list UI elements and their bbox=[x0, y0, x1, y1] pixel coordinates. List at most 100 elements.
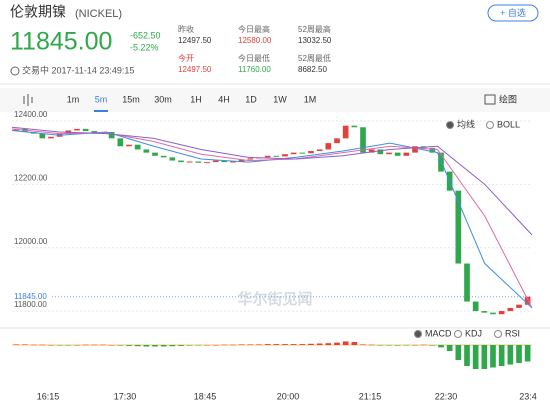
candle bbox=[516, 304, 522, 308]
candle bbox=[429, 147, 436, 153]
macd-bar bbox=[412, 345, 418, 346]
y-tick-label: 12400.00 bbox=[14, 110, 48, 119]
candle bbox=[247, 158, 254, 160]
sub-indicator-label[interactable]: RSI bbox=[505, 328, 520, 338]
macd-bar bbox=[117, 345, 124, 346]
indicator-label[interactable]: BOLL bbox=[497, 119, 520, 129]
x-tick-label: 18:45 bbox=[194, 391, 217, 401]
period-tab[interactable]: 15m bbox=[122, 94, 140, 104]
candle bbox=[455, 190, 462, 264]
add-button[interactable] bbox=[487, 4, 539, 22]
macd-bar bbox=[438, 345, 444, 348]
ma-line bbox=[11, 126, 533, 236]
radio[interactable] bbox=[494, 330, 502, 338]
macd-bar bbox=[273, 344, 280, 345]
period-tab[interactable]: 4H bbox=[218, 94, 230, 104]
candle bbox=[524, 296, 531, 305]
indicator-label[interactable]: 均线 bbox=[457, 118, 475, 129]
candle bbox=[230, 161, 236, 163]
sub-indicator-label[interactable]: KDJ bbox=[465, 328, 482, 338]
candle bbox=[143, 149, 150, 153]
macd-bar bbox=[325, 343, 332, 345]
candle bbox=[342, 125, 349, 139]
x-tick-label: 23:4 bbox=[519, 391, 537, 401]
stat-value: 12580.00 bbox=[238, 36, 272, 45]
title: 伦敦期镍 bbox=[10, 4, 66, 20]
x-tick-label: 16:15 bbox=[37, 391, 60, 401]
candle bbox=[108, 132, 115, 139]
macd-bar bbox=[342, 341, 349, 345]
candle bbox=[472, 301, 479, 312]
macd-bar bbox=[360, 344, 366, 345]
period-tab[interactable]: 1M bbox=[304, 94, 317, 104]
sub-indicator-label[interactable]: MACD bbox=[425, 328, 452, 338]
candle bbox=[178, 160, 184, 163]
candle bbox=[325, 143, 332, 150]
y-tick-label: 12200.00 bbox=[14, 173, 48, 182]
candle bbox=[264, 155, 271, 158]
macd-bar bbox=[30, 344, 37, 346]
candle bbox=[290, 152, 297, 155]
candle bbox=[412, 146, 418, 153]
candle bbox=[377, 149, 384, 155]
change-pct: -5.22% bbox=[130, 42, 159, 52]
macd-bar bbox=[108, 345, 115, 346]
price: 11845.00 bbox=[10, 28, 112, 56]
radio[interactable] bbox=[454, 330, 462, 338]
bar-icon bbox=[23, 94, 33, 106]
macd-bar bbox=[256, 344, 262, 345]
stat-label: 昨收 bbox=[178, 24, 194, 34]
candle bbox=[74, 128, 80, 131]
candle bbox=[169, 157, 176, 161]
macd-bar bbox=[464, 345, 470, 366]
macd-bar bbox=[351, 342, 358, 345]
candle bbox=[507, 307, 514, 312]
macd-bar bbox=[368, 344, 375, 346]
period-tab[interactable]: 5m bbox=[95, 94, 108, 104]
y-tick-label: 12000.00 bbox=[14, 237, 48, 246]
stat-label: 今日最低 bbox=[238, 53, 270, 63]
candle bbox=[238, 159, 245, 162]
status: 交易中 2017-11-14 23:49:15 bbox=[22, 64, 134, 75]
toolbar bbox=[0, 88, 550, 112]
macd-bar bbox=[13, 344, 20, 345]
radio[interactable] bbox=[414, 330, 422, 338]
draw-label[interactable]: 绘图 bbox=[499, 93, 517, 104]
radio[interactable] bbox=[486, 121, 494, 129]
candle bbox=[212, 160, 219, 163]
radio[interactable] bbox=[446, 121, 454, 129]
candle bbox=[316, 149, 323, 152]
draw-icon[interactable] bbox=[484, 94, 496, 105]
period-tab[interactable]: 1D bbox=[245, 94, 257, 104]
candle bbox=[126, 144, 132, 147]
stat-value: 12497.50 bbox=[178, 36, 212, 45]
macd-bar bbox=[100, 344, 106, 346]
candle bbox=[386, 152, 392, 155]
period-tab[interactable]: 30m bbox=[154, 94, 172, 104]
macd-bar bbox=[48, 345, 54, 346]
candle bbox=[39, 133, 46, 139]
stat-value: 8682.50 bbox=[298, 65, 327, 74]
period-tab[interactable]: 1H bbox=[190, 94, 202, 104]
candle bbox=[195, 161, 202, 163]
candle bbox=[152, 152, 158, 156]
x-tick-label: 21:15 bbox=[359, 391, 382, 401]
clock-icon bbox=[10, 66, 20, 76]
code: (NICKEL) bbox=[75, 8, 122, 20]
macd-bar bbox=[152, 345, 158, 347]
macd-bar bbox=[91, 344, 98, 346]
period-tab[interactable]: 1m bbox=[67, 94, 80, 104]
stat-value: 13032.50 bbox=[298, 36, 332, 45]
macd-bar bbox=[403, 345, 410, 346]
macd-bar bbox=[507, 345, 514, 365]
add-button-label[interactable]: + 自选 bbox=[500, 7, 526, 18]
macd-bar bbox=[264, 344, 271, 345]
period-tab[interactable]: 1W bbox=[273, 94, 287, 104]
macd-bar bbox=[420, 344, 427, 346]
macd-bar bbox=[481, 345, 488, 369]
candle bbox=[117, 138, 124, 147]
candle bbox=[299, 152, 306, 154]
candle bbox=[351, 125, 358, 128]
macd-bar bbox=[221, 344, 228, 346]
